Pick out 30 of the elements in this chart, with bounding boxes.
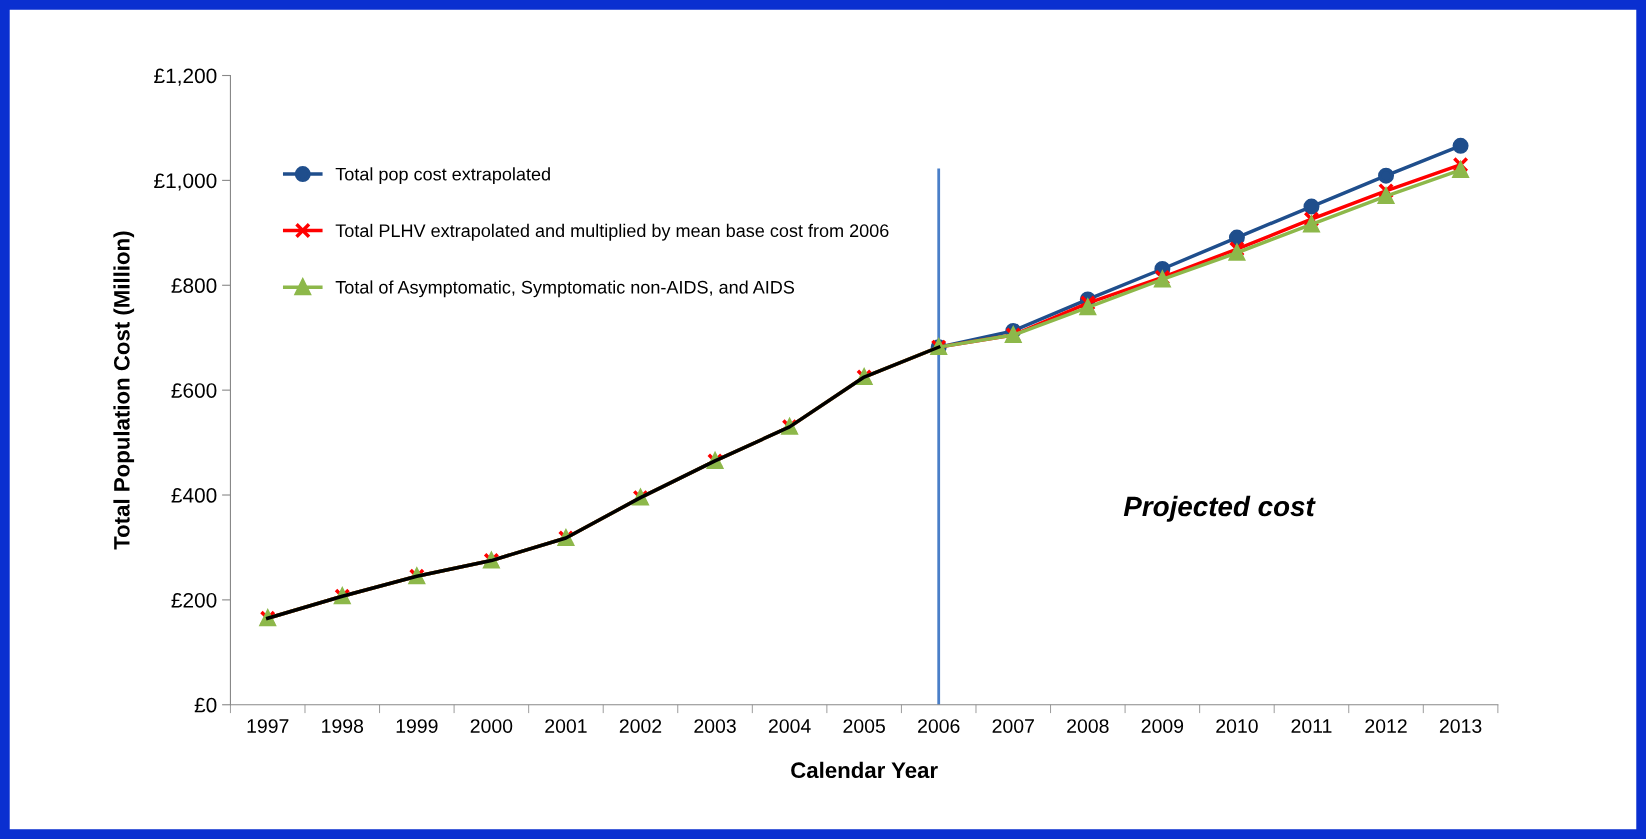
y-tick-label: £400 [171, 488, 217, 503]
y-axis-title: Total Population Cost (Million) [113, 231, 135, 550]
y-tick-label: £1,000 [154, 173, 217, 191]
x-tick-label: 1998 [322, 719, 364, 733]
y-tick-label: £1,200 [154, 68, 217, 86]
x-tick-label: 2000 [470, 719, 513, 733]
x-tick-label: 2001 [545, 719, 587, 733]
x-tick-label: 2012 [1365, 719, 1407, 733]
y-tick-label: £200 [171, 592, 217, 608]
x-tick-label: 2007 [992, 719, 1034, 733]
x-tick-label: 1999 [396, 719, 438, 733]
x-tick-label: 2004 [768, 719, 811, 733]
x-tick-label: 2008 [1067, 719, 1109, 733]
legend-label: Total pop cost extrapolated [335, 167, 550, 185]
y-tick-label: £600 [171, 383, 217, 398]
x-tick-label: 1997 [247, 719, 289, 733]
x-tick-label: 2003 [694, 719, 736, 733]
x-tick-label: 2010 [1216, 719, 1258, 733]
x-tick-label: 2011 [1291, 719, 1332, 733]
x-tick-label: 2006 [918, 719, 960, 733]
x-tick-label: 2005 [843, 719, 885, 733]
x-tick-label: 2002 [619, 719, 662, 733]
x-tick-label: 2009 [1141, 719, 1184, 733]
legend-label: Total of Asymptomatic, Symptomatic non-AIDS, and AIDS [335, 280, 795, 298]
annotation: Projected cost [1123, 495, 1316, 522]
y-tick-label: £0 [194, 697, 217, 713]
y-tick-label: £800 [171, 278, 217, 294]
x-axis-title: Calendar Year [791, 761, 938, 779]
x-tick-label: 2013 [1439, 719, 1482, 733]
legend-label: Total PLHV extrapolated and multiplied by mean base cost from 2006 [335, 223, 889, 241]
